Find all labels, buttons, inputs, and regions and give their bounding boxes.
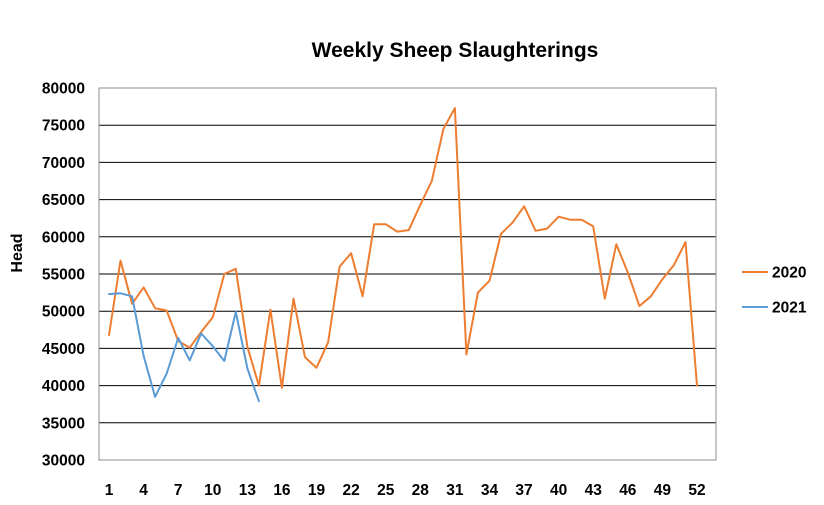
x-tick-label: 1	[105, 482, 114, 499]
y-tick-label: 35000	[42, 415, 85, 432]
y-tick-label: 75000	[42, 118, 85, 135]
y-tick-label: 50000	[42, 304, 85, 321]
x-tick-label: 37	[515, 482, 532, 499]
y-axis-label: Head	[9, 233, 26, 272]
y-tick-label: 45000	[42, 341, 85, 358]
x-tick-label: 40	[550, 482, 567, 499]
x-tick-label: 13	[239, 482, 257, 499]
x-tick-label: 31	[446, 482, 464, 499]
chart-title: Weekly Sheep Slaughterings	[312, 39, 599, 62]
series-line-2020	[108, 107, 698, 389]
legend-label-2020: 2020	[772, 265, 806, 282]
y-tick-label: 80000	[42, 81, 85, 98]
x-tick-label: 10	[204, 482, 221, 499]
x-axis-ticks: 1 4 7 10 13 16 19 22 25 28 31 34 37 40 43 46 49 52	[105, 482, 706, 499]
x-tick-label: 52	[688, 482, 705, 499]
x-tick-label: 4	[139, 482, 148, 499]
series-line-2021	[108, 292, 260, 403]
x-tick-label: 34	[481, 482, 499, 499]
y-tick-label: 30000	[42, 453, 85, 470]
x-tick-label: 25	[377, 482, 395, 499]
x-tick-label: 43	[585, 482, 603, 499]
x-tick-label: 22	[342, 482, 359, 499]
y-axis-ticks: 30000 35000 40000 45000 50000 55000 60000 65000…	[42, 81, 85, 470]
x-tick-label: 46	[619, 482, 637, 499]
y-tick-label: 40000	[42, 378, 85, 395]
y-tick-label: 55000	[42, 267, 85, 284]
y-tick-label: 60000	[42, 229, 85, 246]
legend: 2020 2021	[742, 265, 807, 317]
x-tick-label: 49	[654, 482, 672, 499]
plot-area-border	[98, 87, 717, 461]
y-tick-label: 65000	[42, 192, 85, 209]
x-tick-label: 28	[412, 482, 430, 499]
x-tick-label: 7	[174, 482, 183, 499]
x-tick-label: 16	[273, 482, 291, 499]
y-tick-label: 70000	[42, 155, 85, 172]
legend-label-2021: 2021	[772, 300, 807, 317]
series-lines	[108, 107, 698, 403]
x-tick-label: 19	[308, 482, 326, 499]
